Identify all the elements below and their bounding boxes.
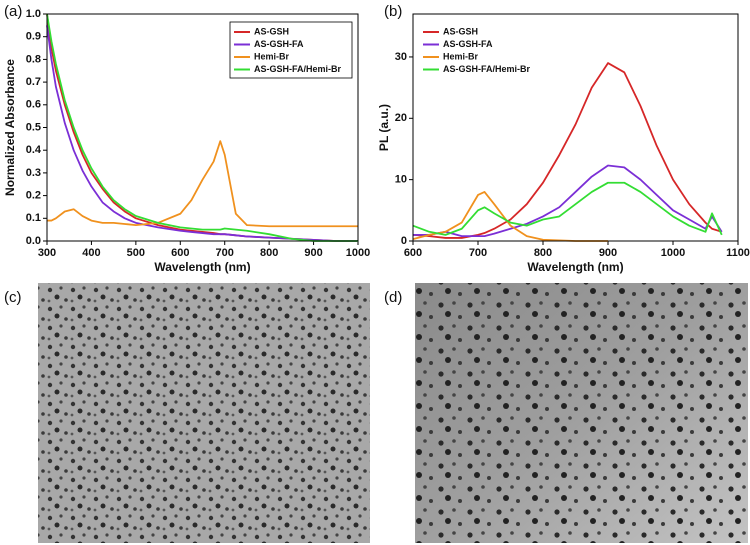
y-tick-label: 0.2	[26, 190, 41, 202]
x-axis-label: Wavelength (nm)	[154, 260, 250, 274]
x-tick-label: 700	[216, 247, 234, 259]
x-tick-label: 900	[304, 247, 322, 259]
x-tick-label: 500	[127, 247, 145, 259]
y-tick-label: 0.0	[26, 235, 41, 247]
y-tick-label: 0.9	[26, 31, 41, 43]
x-tick-label: 800	[534, 247, 552, 259]
x-tick-label: 800	[260, 247, 278, 259]
y-axis-label: Normalized Absorbance	[3, 59, 17, 196]
x-tick-label: 600	[404, 247, 422, 259]
x-tick-label: 1000	[346, 247, 370, 259]
x-tick-label: 400	[82, 247, 100, 259]
x-tick-label: 300	[38, 247, 56, 259]
plot-frame	[46, 13, 359, 242]
y-tick-label: 0.8	[26, 53, 41, 65]
legend-label: Hemi-Br	[443, 51, 479, 61]
y-tick-label: 1.0	[26, 8, 41, 20]
legend-label: AS-GSH-FA	[254, 39, 304, 49]
y-tick-label: 0.4	[26, 144, 42, 156]
y-tick-label: 0.3	[26, 167, 41, 179]
legend-label: AS-GSH	[443, 26, 478, 36]
chart: (b) 600 700 800 900 1000 1100 0 10 20 30 Wavelength…	[377, 3, 750, 274]
y-tick-label: 20	[395, 112, 407, 124]
y-tick-label: 0	[401, 235, 407, 247]
y-tick-label: 0.6	[26, 99, 41, 111]
legend-box	[229, 21, 353, 79]
y-axis-label: PL (a.u.)	[377, 104, 391, 151]
y-tick-label: 10	[395, 174, 407, 186]
chart: (a) 300 400 500 600 700 800 900 1000 0.0 0.1 0.2 0.3…	[3, 3, 370, 274]
x-axis-label: Wavelength (nm)	[527, 260, 623, 274]
panel-label: (c)	[4, 289, 22, 306]
tem-image: (c)	[4, 283, 370, 543]
panel-label: (d)	[384, 289, 402, 306]
series-line	[47, 140, 358, 228]
nanoparticles	[38, 283, 370, 543]
series-line	[413, 164, 723, 237]
x-tick-label: 1000	[661, 247, 685, 259]
legend-label: AS-GSH-FA/Hemi-Br	[254, 64, 342, 74]
nanoparticles	[415, 283, 748, 543]
series-line	[46, 13, 358, 242]
x-tick-label: 1100	[726, 247, 750, 259]
x-tick-label: 900	[599, 247, 617, 259]
x-tick-label: 600	[171, 247, 189, 259]
y-tick-label: 0.5	[26, 121, 41, 133]
tem-image: (d)	[384, 283, 748, 543]
panel-label: (a)	[4, 3, 22, 20]
y-tick-label: 0.1	[26, 212, 41, 224]
legend-label: Hemi-Br	[254, 51, 290, 61]
series-line	[412, 181, 723, 236]
legend-label: AS-GSH	[254, 26, 289, 36]
y-tick-label: 30	[395, 51, 407, 63]
x-tick-label: 700	[469, 247, 487, 259]
series-line	[46, 25, 358, 242]
legend-label: AS-GSH-FA/Hemi-Br	[443, 64, 531, 74]
legend-label: AS-GSH-FA	[443, 39, 493, 49]
y-tick-label: 0.7	[26, 76, 41, 88]
plot-frame	[412, 13, 739, 242]
panel-label: (b)	[384, 3, 402, 20]
